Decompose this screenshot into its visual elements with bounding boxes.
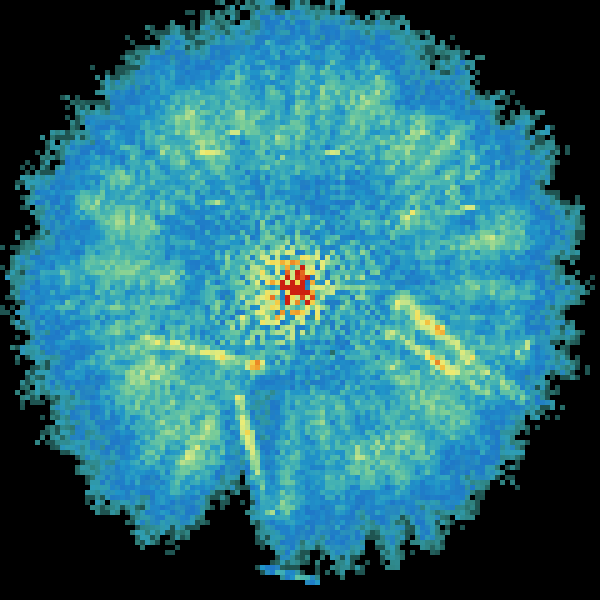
radar-plot-panel [0, 0, 600, 600]
radar-reflectivity-heatmap [0, 0, 600, 600]
